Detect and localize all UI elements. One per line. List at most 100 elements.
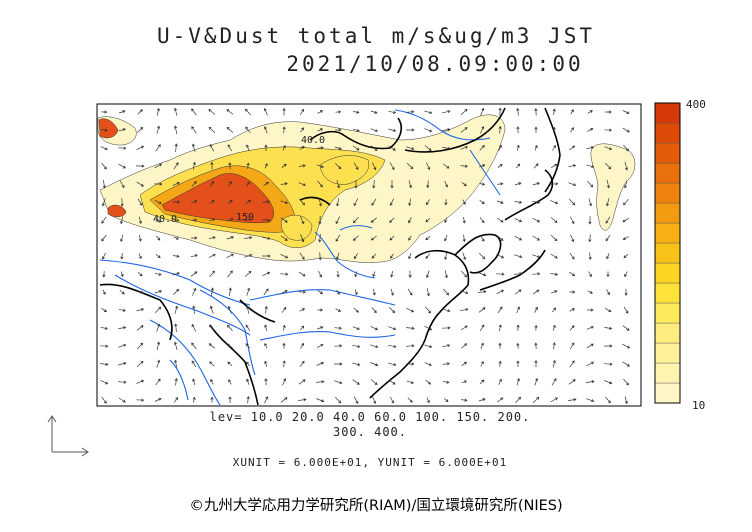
wind-arrow bbox=[316, 361, 325, 366]
wind-arrow bbox=[120, 252, 124, 260]
wind-arrow bbox=[371, 307, 377, 314]
wind-arrow bbox=[408, 180, 413, 189]
wind-arrow bbox=[245, 324, 251, 331]
wind-arrow bbox=[244, 108, 251, 116]
wind-arrow bbox=[408, 217, 412, 224]
wind-arrow bbox=[136, 308, 145, 312]
wind-arrow bbox=[408, 253, 412, 260]
wind-arrow bbox=[586, 398, 595, 403]
wind-arrow bbox=[101, 234, 107, 242]
wind-arrow bbox=[101, 252, 106, 260]
wind-arrow bbox=[623, 144, 630, 152]
wind-arrow bbox=[209, 218, 216, 222]
wind-arrow bbox=[316, 164, 324, 169]
wind-arrow bbox=[118, 326, 127, 330]
wind-arrow bbox=[156, 323, 161, 332]
wind-arrow bbox=[226, 253, 234, 259]
wind-arrow bbox=[264, 324, 268, 332]
wind-arrow bbox=[210, 287, 214, 296]
colorbar-swatch bbox=[654, 182, 681, 204]
wind-arrow bbox=[100, 326, 108, 330]
wind-arrow bbox=[550, 397, 558, 403]
colorbar-swatch bbox=[654, 122, 681, 144]
wind-arrow bbox=[245, 126, 251, 134]
wind-arrow bbox=[227, 305, 232, 314]
colorbar-swatch bbox=[654, 382, 681, 404]
wind-arrow bbox=[460, 164, 468, 168]
wind-arrow bbox=[120, 271, 124, 278]
wind-arrow bbox=[101, 110, 108, 114]
wind-arrow bbox=[389, 198, 395, 206]
wind-arrow bbox=[388, 379, 396, 385]
wind-arrow bbox=[263, 181, 269, 186]
wind-arrow bbox=[623, 254, 629, 259]
wind-arrow bbox=[604, 344, 613, 348]
wind-arrow bbox=[226, 236, 235, 240]
wind-arrow bbox=[173, 341, 178, 350]
wind-arrow bbox=[372, 162, 377, 171]
wind-arrow bbox=[550, 272, 559, 276]
wind-arrow bbox=[605, 162, 612, 170]
wind-arrow bbox=[514, 254, 523, 259]
wind-arrow bbox=[353, 396, 359, 405]
dust-region-mid-east bbox=[319, 155, 370, 185]
wind-arrow bbox=[210, 180, 214, 187]
wind-arrow bbox=[534, 324, 538, 331]
wind-arrow bbox=[192, 287, 197, 296]
colorbar-swatch bbox=[654, 242, 681, 264]
wind-arrow bbox=[532, 217, 541, 223]
wind-arrow bbox=[191, 181, 197, 187]
wind-arrow bbox=[587, 308, 594, 312]
wind-arrow bbox=[496, 253, 505, 259]
wind-arrow bbox=[370, 362, 379, 367]
wind-arrow bbox=[460, 290, 469, 295]
wind-arrow bbox=[604, 110, 612, 114]
wind-arrow bbox=[246, 305, 250, 314]
wind-arrow bbox=[569, 145, 576, 151]
contour-label-40-west: 40.0 bbox=[153, 214, 177, 225]
wind-arrow bbox=[604, 380, 613, 385]
wind-arrow bbox=[282, 360, 286, 368]
wind-arrow bbox=[516, 306, 521, 314]
wind-arrow bbox=[191, 323, 197, 332]
map-panel: 40.0 40.0 150 bbox=[96, 103, 642, 407]
wind-arrow bbox=[480, 125, 485, 134]
chart-title: U-V&Dust total m/s&ug/m3 JST bbox=[156, 24, 595, 48]
wind-arrow bbox=[586, 343, 594, 349]
wind-arrow bbox=[300, 234, 305, 243]
wind-arrow bbox=[605, 198, 610, 207]
wind-arrow bbox=[138, 216, 142, 225]
wind-arrow bbox=[405, 344, 415, 348]
wind-arrow bbox=[300, 325, 305, 331]
wind-arrow bbox=[317, 326, 324, 330]
wind-arrow bbox=[532, 235, 540, 241]
wind-arrow bbox=[174, 323, 178, 333]
wind-arrow bbox=[516, 126, 520, 134]
wind-arrow bbox=[282, 342, 286, 349]
wind-arrow bbox=[155, 378, 161, 386]
wind-arrow bbox=[534, 360, 538, 368]
wind-arrow bbox=[442, 128, 451, 132]
wind-arrow bbox=[318, 252, 322, 261]
wind-arrow bbox=[606, 180, 611, 189]
wind-arrow bbox=[390, 271, 394, 278]
wind-arrow bbox=[588, 234, 592, 243]
wind-arrow bbox=[552, 126, 556, 133]
wind-arrow bbox=[354, 289, 358, 296]
wind-arrow bbox=[550, 182, 559, 186]
wind-vectors bbox=[100, 107, 631, 405]
wind-arrow bbox=[298, 271, 306, 277]
wind-arrow bbox=[299, 360, 305, 368]
wind-arrow bbox=[371, 253, 377, 259]
wind-arrow bbox=[516, 342, 520, 349]
wind-arrow bbox=[300, 127, 304, 133]
wind-arrow bbox=[408, 198, 412, 207]
wind-arrow bbox=[335, 234, 341, 242]
wind-arrow bbox=[390, 180, 394, 189]
wind-arrow bbox=[210, 396, 214, 403]
wind-arrow bbox=[588, 198, 593, 207]
wind-arrow bbox=[479, 164, 486, 168]
wind-arrow bbox=[622, 236, 629, 240]
wind-arrow bbox=[244, 236, 253, 240]
wind-arrow bbox=[191, 126, 197, 134]
